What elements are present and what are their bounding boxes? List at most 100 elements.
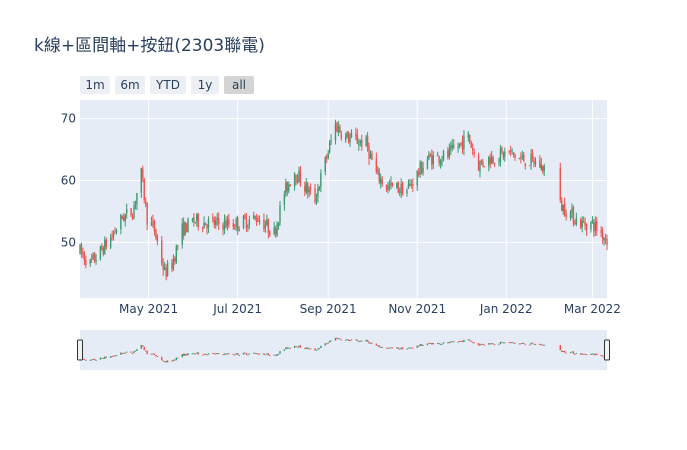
candle-body — [263, 219, 265, 230]
candle-body — [339, 126, 341, 133]
range-button-all[interactable]: all — [224, 76, 254, 94]
mini-candle — [524, 344, 526, 346]
range-handle-right[interactable] — [604, 339, 610, 361]
range-slider-handles[interactable] — [77, 339, 610, 361]
mini-candle — [83, 358, 86, 360]
candle-body — [111, 236, 113, 238]
mini-candle — [121, 352, 124, 354]
x-tick-label: Sep 2021 — [300, 302, 357, 316]
candle-body — [142, 169, 144, 179]
candle-body — [442, 150, 445, 160]
candle-body — [431, 155, 433, 166]
mini-candle — [584, 353, 586, 355]
mini-candle — [330, 340, 332, 342]
candle-body — [539, 160, 541, 168]
candle-body — [562, 204, 564, 212]
mini-candle — [350, 339, 353, 341]
candle-body — [412, 184, 414, 186]
mini-candle — [269, 355, 271, 357]
candle-body — [327, 152, 329, 159]
candle-body — [293, 173, 296, 187]
mini-candle — [255, 353, 258, 355]
mini-candle — [304, 347, 306, 349]
candle-body — [439, 160, 442, 165]
candle-body — [330, 139, 332, 142]
candle-body — [542, 165, 544, 172]
mini-candle — [320, 345, 322, 349]
candle-body — [470, 142, 472, 148]
candle-body — [533, 159, 535, 164]
candle-body — [266, 219, 268, 225]
range-button-bg[interactable] — [115, 76, 145, 94]
mini-candle — [99, 357, 102, 360]
mini-candle — [217, 353, 220, 355]
mini-candle — [436, 342, 439, 344]
candle-body — [451, 144, 453, 147]
candle-body — [565, 215, 567, 217]
candle-body — [388, 185, 391, 187]
mini-candle — [104, 356, 106, 359]
range-slider[interactable] — [80, 330, 607, 370]
candle-body — [355, 132, 357, 137]
candle-body — [248, 219, 251, 225]
mini-candle — [305, 347, 307, 349]
mini-candle — [471, 341, 474, 343]
mini-candle — [530, 342, 532, 345]
candle-body — [399, 191, 401, 193]
mini-candle — [226, 353, 229, 355]
candle-body — [222, 224, 224, 230]
candle-body — [346, 132, 348, 137]
range-button-bg[interactable] — [150, 76, 186, 94]
mini-candle — [299, 345, 302, 348]
candle-body — [309, 188, 312, 190]
mini-candle — [457, 341, 459, 343]
mini-candle — [540, 344, 543, 346]
candle-body — [285, 182, 287, 194]
mini-candle — [483, 344, 486, 346]
mini-candle — [563, 350, 566, 353]
candle-body — [504, 151, 506, 157]
mini-candle — [514, 342, 516, 344]
candle-body — [235, 218, 237, 227]
candle-body — [124, 214, 126, 221]
candle-body — [520, 157, 522, 159]
candle-body — [366, 135, 369, 148]
mini-candle — [336, 337, 338, 340]
range-button-1y[interactable]: 1y — [191, 76, 219, 94]
mini-candle — [385, 347, 388, 349]
candle-body — [463, 135, 465, 150]
mini-candle — [115, 355, 118, 357]
candle-body — [152, 220, 154, 223]
candle-body — [204, 222, 207, 226]
candle-body — [528, 165, 531, 167]
candle-body — [318, 187, 321, 191]
candle-body — [314, 188, 316, 203]
candle-body — [288, 184, 290, 191]
mini-candle — [492, 343, 494, 345]
range-handle-left[interactable] — [77, 339, 83, 361]
candle-body — [225, 221, 227, 228]
mini-candle — [477, 342, 480, 346]
range-button-1m[interactable]: 1m — [80, 76, 110, 94]
range-button-bg[interactable] — [224, 76, 254, 94]
range-button-bg[interactable] — [191, 76, 219, 94]
candle-body — [196, 214, 198, 221]
range-button-6m[interactable]: 6m — [115, 76, 145, 94]
mini-candle — [534, 343, 537, 345]
mini-candle — [511, 342, 513, 344]
range-button-ytd[interactable]: YTD — [150, 76, 186, 94]
candle-body — [121, 216, 124, 219]
mini-candle — [140, 344, 143, 349]
candle-body — [336, 122, 338, 132]
mini-candle — [266, 353, 268, 355]
mini-candle — [285, 347, 287, 350]
mini-candle — [273, 354, 275, 356]
candle-body — [534, 161, 537, 164]
mini-candle — [213, 353, 216, 355]
mini-candle — [105, 356, 107, 358]
mini-candle — [245, 353, 248, 355]
candle-body — [381, 180, 383, 185]
mini-candle — [381, 346, 383, 348]
candle-body — [299, 169, 302, 185]
range-button-bg[interactable] — [80, 76, 110, 94]
